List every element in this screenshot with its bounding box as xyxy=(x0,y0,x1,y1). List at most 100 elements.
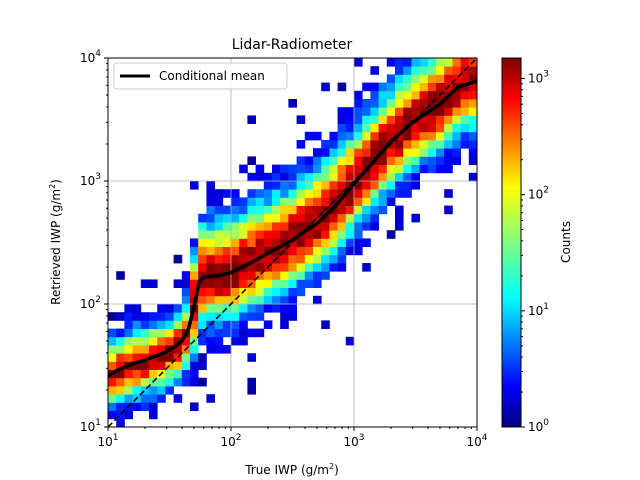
density-cell xyxy=(165,328,174,338)
density-cell xyxy=(403,107,412,116)
density-cell xyxy=(198,230,207,239)
density-cell xyxy=(386,164,396,174)
density-cell xyxy=(436,74,445,83)
density-cell xyxy=(321,263,330,272)
density-cell xyxy=(280,246,289,256)
grid xyxy=(108,58,477,427)
density-cell xyxy=(329,181,338,190)
density-cell xyxy=(444,164,453,174)
density-cell xyxy=(427,58,437,67)
density-cell xyxy=(255,246,265,256)
density-cell xyxy=(354,156,363,165)
density-cell xyxy=(296,156,306,165)
density-cell xyxy=(354,90,363,100)
density-cell xyxy=(345,115,355,124)
x-tick-label: 102 xyxy=(220,433,241,449)
density-cell xyxy=(247,230,256,239)
density-cell xyxy=(288,222,297,231)
density-cell xyxy=(181,279,191,288)
density-cell xyxy=(214,213,224,223)
density-cell xyxy=(329,189,338,198)
density-cell xyxy=(206,394,215,403)
density-cell xyxy=(272,287,281,297)
density-cell xyxy=(173,353,183,362)
density-cell xyxy=(321,254,330,264)
density-cell xyxy=(231,328,240,338)
density-cell xyxy=(222,254,232,264)
density-cell xyxy=(280,205,289,215)
density-cell xyxy=(280,213,289,223)
density-cell xyxy=(411,156,420,165)
density-cell xyxy=(173,320,183,329)
density-cell xyxy=(444,189,453,198)
density-cell xyxy=(190,328,199,338)
density-cell xyxy=(304,189,314,198)
legend-label: Conditional mean xyxy=(159,69,265,83)
density-cell xyxy=(206,336,215,346)
density-cell xyxy=(116,369,125,379)
density-cell xyxy=(419,115,429,124)
density-cell xyxy=(460,74,470,83)
density-cell xyxy=(288,287,297,297)
density-cell xyxy=(173,328,183,338)
density-cell xyxy=(468,123,477,133)
density-cell xyxy=(337,164,347,174)
x-axis: 101 102 103 104 xyxy=(97,427,488,449)
density-cell xyxy=(272,205,281,215)
density-cell xyxy=(222,345,232,354)
density-cell xyxy=(140,279,150,288)
density-cell xyxy=(108,394,117,403)
density-cell xyxy=(255,263,265,272)
density-cell xyxy=(214,230,224,239)
density-cell xyxy=(198,238,207,247)
density-cell xyxy=(149,394,158,403)
density-cell xyxy=(280,222,289,231)
density-cell xyxy=(272,279,281,288)
density-cell xyxy=(403,90,412,100)
density-cell xyxy=(214,320,224,329)
density-cell xyxy=(198,279,207,288)
density-cell xyxy=(198,361,207,370)
density-cell xyxy=(354,107,363,116)
density-cell xyxy=(345,222,355,231)
density-cell xyxy=(116,336,125,346)
density-cell xyxy=(370,197,379,206)
density-cell xyxy=(345,131,355,141)
density-cell xyxy=(304,254,314,264)
density-cell xyxy=(116,402,125,411)
density-cell xyxy=(165,336,174,346)
density-cell xyxy=(296,263,306,272)
density-cell xyxy=(427,99,437,108)
density-cell xyxy=(214,287,224,297)
density-cell xyxy=(272,197,281,206)
density-cell xyxy=(165,353,174,362)
density-cell xyxy=(288,279,297,288)
density-cell xyxy=(255,189,265,198)
density-cell xyxy=(362,148,371,157)
density-cell xyxy=(444,74,453,83)
density-cell xyxy=(444,99,453,108)
density-cell xyxy=(263,181,273,190)
density-cell xyxy=(460,82,470,92)
density-cell xyxy=(181,304,191,313)
colorbar-ticks: 100 101 102 103 xyxy=(521,69,549,434)
density-cell xyxy=(354,238,363,247)
density-cell xyxy=(255,279,265,288)
density-cell xyxy=(247,222,256,231)
density-cell xyxy=(329,238,338,247)
density-cell xyxy=(165,377,174,387)
density-cell xyxy=(452,99,461,108)
density-cell xyxy=(386,82,396,92)
density-cell xyxy=(280,271,289,280)
density-cell xyxy=(280,254,289,264)
density-cell xyxy=(149,279,158,288)
density-cell xyxy=(468,107,477,116)
density-cell xyxy=(239,271,248,280)
density-cell xyxy=(272,164,281,174)
colorbar-label: Counts xyxy=(559,221,573,263)
density-cell xyxy=(140,377,150,387)
density-cell xyxy=(280,172,289,182)
density-cell xyxy=(296,271,306,280)
density-cell xyxy=(395,205,404,215)
density-cell xyxy=(329,213,338,223)
